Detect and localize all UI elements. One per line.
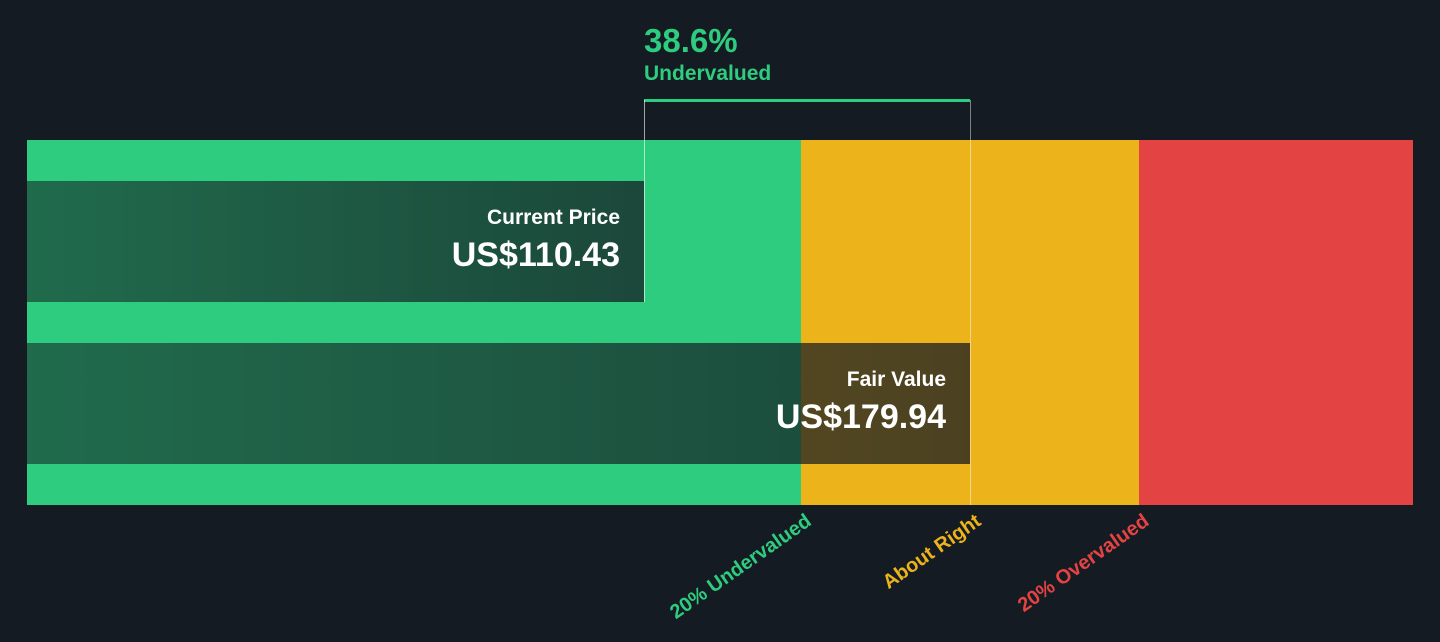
current-price-label: Current Price US$110.43 <box>452 206 620 275</box>
fair-value-title: Fair Value <box>846 368 946 391</box>
zone-label-undervalued: 20% Undervalued <box>666 510 816 624</box>
bracket-left <box>644 100 645 302</box>
bracket-top <box>644 99 970 102</box>
current-price-bar <box>27 181 644 302</box>
zone-label-about-right: About Right <box>878 510 985 594</box>
current-price-value: US$110.43 <box>451 236 620 274</box>
difference-label: Undervalued <box>644 62 772 85</box>
fair-value-label: Fair Value US$179.94 <box>776 368 946 437</box>
zone-label-overvalued: 20% Overvalued <box>1014 510 1154 617</box>
fair-value-value: US$179.94 <box>775 398 946 436</box>
zone-overvalued <box>1138 140 1413 505</box>
difference-percent: 38.6% <box>644 22 738 59</box>
current-price-title: Current Price <box>486 206 620 229</box>
fair-value-bar <box>27 343 970 464</box>
bracket-right <box>970 100 971 505</box>
